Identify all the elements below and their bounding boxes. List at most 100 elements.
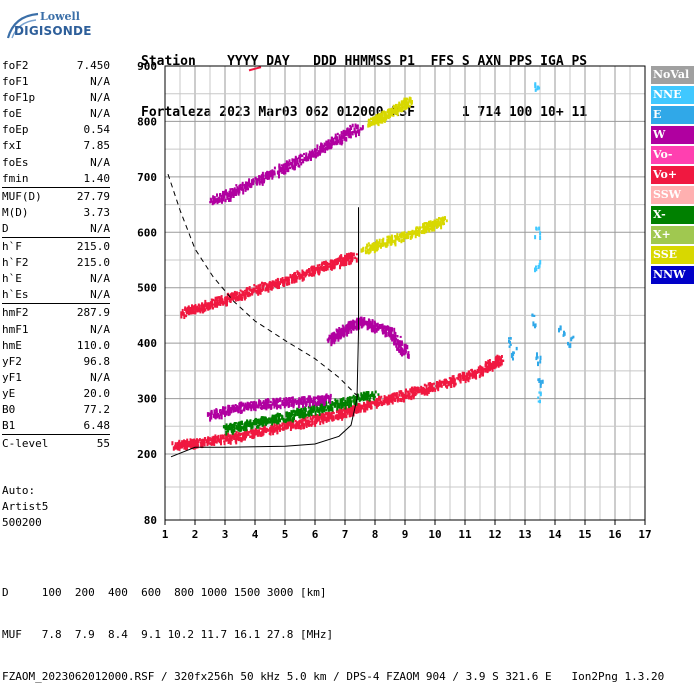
trace-point — [350, 407, 353, 410]
trace-point — [408, 105, 411, 108]
trace-point — [277, 420, 280, 425]
y-tick-label: 300 — [137, 393, 157, 406]
trace-point — [244, 402, 247, 406]
trace-point — [427, 222, 430, 227]
trace-point — [261, 281, 263, 285]
trace-point — [398, 390, 401, 393]
trace-point — [351, 123, 354, 128]
trace-point — [394, 242, 397, 247]
trace-point — [342, 397, 345, 400]
trace-point — [185, 308, 188, 312]
trace-point — [400, 390, 402, 393]
trace-point — [282, 417, 285, 422]
trace-point — [403, 348, 406, 353]
trace-point — [241, 181, 244, 185]
trace-point — [268, 175, 271, 179]
trace-point — [538, 378, 541, 383]
trace-vo-1 — [180, 252, 358, 319]
trace-point — [207, 304, 210, 308]
trace-point — [510, 352, 513, 358]
trace-point — [303, 396, 306, 399]
trace-point — [293, 159, 296, 163]
trace-point — [375, 241, 378, 246]
trace-point — [307, 419, 310, 424]
trace-point — [292, 401, 295, 407]
trace-point — [222, 190, 224, 196]
trace-point — [244, 404, 246, 409]
trace-point — [230, 292, 233, 295]
trace-point — [339, 255, 342, 258]
trace-point — [535, 265, 537, 268]
trace-point — [211, 299, 214, 303]
trace-point — [204, 308, 207, 312]
trace-point — [259, 290, 262, 295]
trace-point — [228, 197, 230, 202]
trace-point — [323, 408, 326, 413]
trace-point — [395, 343, 398, 348]
trace-point — [395, 104, 398, 109]
trace-point — [539, 380, 542, 386]
trace-point — [376, 400, 379, 404]
trace-point — [387, 111, 390, 117]
trace-point — [308, 274, 311, 277]
trace-point — [435, 222, 438, 227]
trace-point — [377, 115, 380, 119]
trace-point — [332, 335, 335, 340]
x-tick-label: 1 — [162, 528, 169, 541]
trace-point — [275, 283, 278, 288]
trace-point — [467, 376, 470, 381]
trace-point — [498, 361, 501, 366]
trace-point — [350, 126, 353, 130]
trace-point — [386, 240, 389, 246]
trace-point — [292, 158, 295, 161]
trace-point — [370, 325, 373, 331]
trace-point — [468, 375, 471, 380]
trace-point — [500, 360, 503, 366]
trace-point — [269, 170, 272, 175]
trace-point — [297, 408, 300, 414]
trace-point — [242, 408, 245, 412]
trace-point — [212, 303, 215, 306]
parameter-row-b0: B0 77.2 — [2, 402, 110, 418]
trace-point — [257, 287, 260, 292]
trace-point — [181, 445, 183, 449]
trace-point — [244, 292, 247, 296]
trace-point — [539, 360, 542, 364]
trace-point — [339, 328, 342, 333]
trace-point — [413, 392, 415, 397]
trace-point — [385, 328, 388, 333]
trace-point — [364, 405, 367, 408]
trace-point — [255, 289, 258, 294]
trace-point — [249, 429, 252, 432]
trace-point — [278, 163, 281, 168]
trace-point — [275, 397, 278, 401]
trace-point — [386, 396, 389, 402]
trace-point — [435, 220, 438, 224]
trace-point — [236, 437, 239, 440]
trace-point — [255, 401, 258, 405]
trace-point — [260, 402, 263, 407]
trace-point — [209, 416, 212, 422]
trace-point — [222, 193, 225, 199]
trace-point — [229, 196, 232, 202]
trace-point — [325, 398, 328, 401]
trace-point — [386, 238, 389, 243]
trace-point — [349, 124, 352, 128]
trace-point — [487, 364, 490, 367]
footer: D 100 200 400 600 800 1000 1500 3000 [km… — [2, 558, 664, 698]
parameter-name: foF2 — [2, 59, 29, 72]
trace-point — [176, 446, 179, 451]
trace-point — [349, 412, 352, 417]
trace-point — [222, 406, 225, 412]
trace-point — [252, 290, 255, 293]
trace-point — [374, 323, 377, 326]
trace-point — [456, 377, 459, 380]
trace-point — [348, 399, 351, 404]
trace-point — [323, 400, 326, 406]
trace-point — [200, 439, 203, 442]
trace-point — [240, 425, 242, 430]
trace-point — [319, 153, 321, 156]
trace-point — [338, 327, 341, 331]
trace-point — [299, 158, 301, 163]
trace-point — [243, 184, 246, 189]
